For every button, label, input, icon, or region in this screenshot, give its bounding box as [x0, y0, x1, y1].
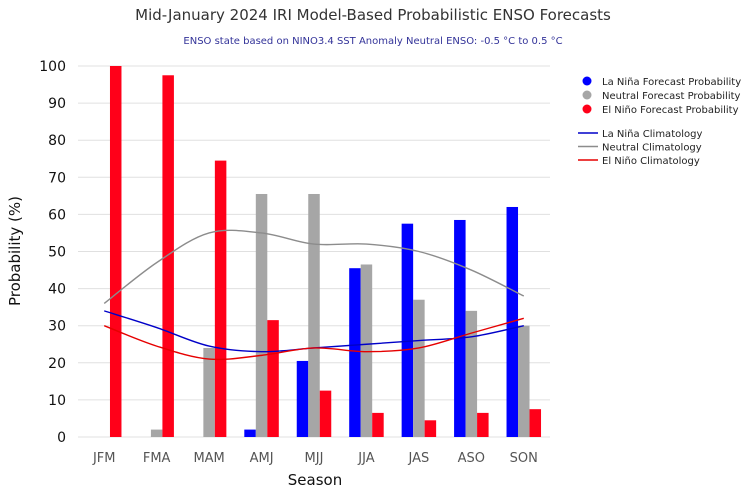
- bar-neutral-forecast-probability: [465, 310, 478, 437]
- bar-la-ni-a-forecast-probability: [296, 360, 309, 437]
- y-axis-title: Probability (%): [6, 196, 24, 306]
- bar-la-ni-a-forecast-probability: [244, 429, 256, 437]
- chart-title: Mid-January 2024 IRI Model-Based Probabi…: [135, 6, 611, 24]
- legend-label: El Niño Forecast Probability: [602, 105, 739, 116]
- bar-el-ni-o-forecast-probability: [109, 66, 122, 437]
- x-tick-label: FMA: [143, 451, 171, 466]
- bar-el-ni-o-forecast-probability: [319, 390, 332, 437]
- bar-la-ni-a-forecast-probability: [349, 268, 361, 437]
- bar-neutral-forecast-probability: [413, 299, 425, 437]
- legend-label: El Niño Climatology: [602, 156, 700, 167]
- y-tick-label: 60: [48, 207, 66, 223]
- bar-el-ni-o-forecast-probability: [529, 409, 542, 437]
- bar-el-ni-o-forecast-probability: [162, 75, 174, 438]
- legend-label: Neutral Climatology: [602, 143, 702, 154]
- x-tick-label: MAM: [193, 451, 224, 466]
- y-tick-label: 50: [48, 245, 66, 261]
- y-tick-label: 70: [48, 170, 66, 186]
- x-tick-label: MJJ: [305, 451, 324, 466]
- bar-neutral-forecast-probability: [308, 193, 320, 437]
- chart-subtitle: ENSO state based on NINO3.4 SST Anomaly …: [183, 36, 563, 47]
- y-tick-label: 40: [48, 282, 66, 298]
- x-tick-label: ASO: [458, 451, 485, 466]
- y-tick-label: 0: [57, 430, 66, 446]
- y-tick-labels: 0 10 20 30 40 50 60 70 80 90 100: [39, 59, 66, 446]
- x-tick-label: SON: [510, 451, 538, 466]
- x-axis-title: Season: [288, 471, 342, 489]
- bar-el-ni-o-forecast-probability: [477, 412, 489, 437]
- x-tick-label: JJA: [357, 451, 374, 466]
- line-el-ni-o-climatology: [103, 317, 524, 361]
- y-tick-label: 10: [48, 393, 66, 409]
- x-tick-label: JFM: [92, 451, 116, 466]
- legend-marker: [582, 76, 592, 86]
- y-tick-label: 30: [48, 319, 66, 335]
- line-neutral-climatology: [103, 229, 525, 304]
- y-tick-label: 90: [48, 96, 66, 112]
- bar-el-ni-o-forecast-probability: [267, 320, 279, 437]
- legend-label: La Niña Forecast Probability: [602, 77, 741, 88]
- bar-el-ni-o-forecast-probability: [372, 412, 384, 437]
- legend-label: Neutral Forecast Probability: [602, 91, 741, 102]
- legend: La Niña Forecast Probability Neutral Fore…: [578, 76, 741, 167]
- y-tick-label: 80: [48, 133, 66, 149]
- y-tick-label: 20: [48, 356, 66, 372]
- x-tick-label: AMJ: [250, 451, 274, 466]
- bar-el-ni-o-forecast-probability: [424, 420, 437, 437]
- bar-neutral-forecast-probability: [518, 325, 530, 437]
- bar-neutral-forecast-probability: [150, 429, 163, 437]
- climatology-lines: [103, 229, 525, 361]
- bar-neutral-forecast-probability: [203, 347, 215, 437]
- y-tick-label: 100: [39, 59, 66, 75]
- bar-la-ni-a-forecast-probability: [401, 223, 414, 437]
- bar-neutral-forecast-probability: [360, 264, 373, 437]
- bar-la-ni-a-forecast-probability: [454, 219, 466, 437]
- bar-el-ni-o-forecast-probability: [214, 160, 227, 438]
- legend-label: La Niña Climatology: [602, 129, 702, 140]
- x-tick-label: JAS: [408, 451, 430, 466]
- bar-neutral-forecast-probability: [255, 193, 268, 437]
- legend-marker: [582, 104, 592, 114]
- x-tick-labels: JFM FMA MAM AMJ MJJ JJA JAS ASO SON: [92, 451, 538, 466]
- legend-marker: [582, 90, 592, 100]
